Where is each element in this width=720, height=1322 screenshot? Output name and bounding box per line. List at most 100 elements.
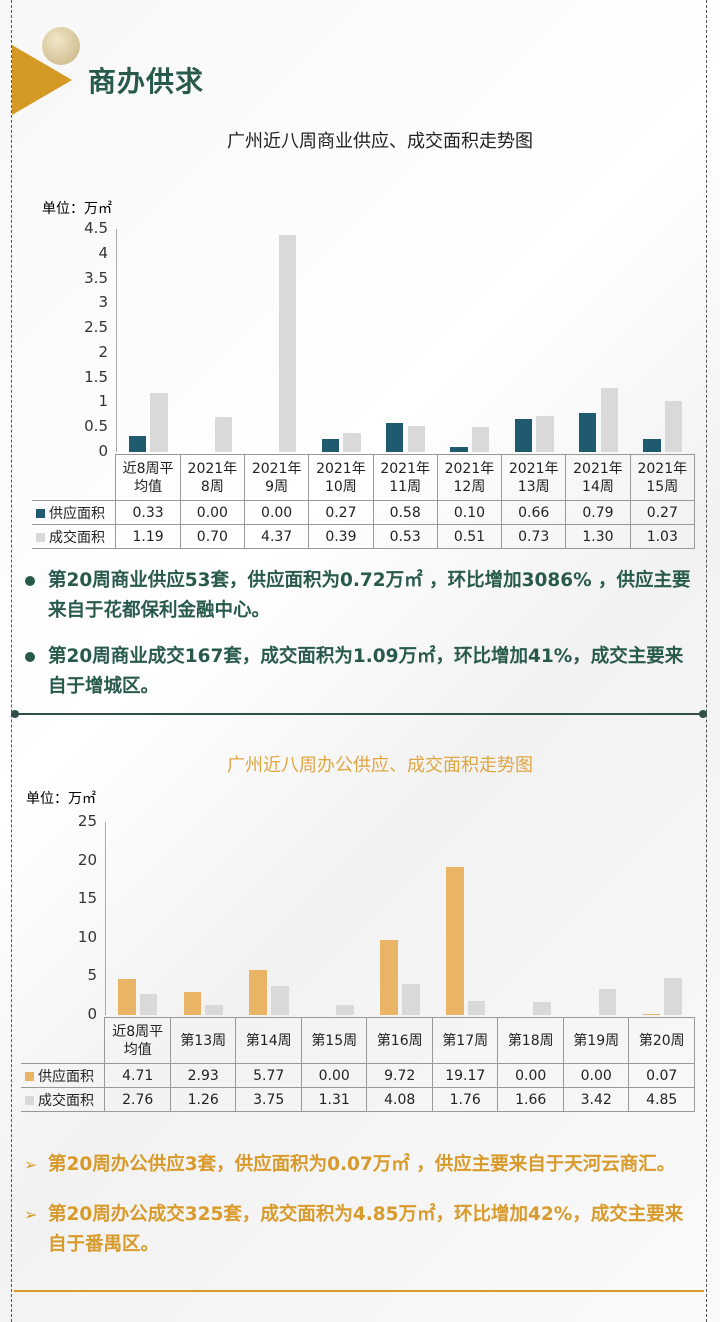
bar-deal	[467, 1001, 486, 1015]
bar-deal	[205, 1005, 224, 1015]
bar-supply	[643, 438, 661, 452]
y-tick-label: 3	[98, 293, 108, 312]
bar-deal	[407, 425, 425, 452]
series-name: 成交面积	[38, 1092, 94, 1109]
x-tick-line: 均值	[123, 1041, 152, 1058]
x-tick-label: 第13周	[169, 1017, 237, 1064]
office-note-1: ➢ 第20周办公供应3套，供应面积为0.07万㎡ ，供应主要来自于天河云商汇。	[0, 1150, 700, 1180]
chart2-title: 广州近八周办公供应、成交面积走势图	[227, 755, 533, 776]
data-label: 0.10	[436, 500, 503, 525]
chart1-unit: 单位：万㎡	[42, 201, 112, 217]
data-label: 0.00	[243, 500, 310, 525]
data-label: 2.76	[104, 1087, 171, 1112]
data-label: 4.85	[628, 1087, 695, 1112]
note-text: 第20周商业成交167套，成交面积为1.09万㎡，环比增加41%，成交主要来自于…	[48, 646, 684, 697]
x-tick-line: 2021年	[573, 460, 623, 477]
page-frame	[11, 0, 707, 1322]
data-label: 1.03	[629, 524, 696, 549]
data-label: 0.58	[372, 500, 438, 525]
x-tick-label: 第14周	[235, 1017, 302, 1064]
bar-deal	[278, 235, 297, 452]
note-text: 第20周办公成交325套，成交面积为4.85万㎡，环比增加42%，成交主要来自于…	[48, 1204, 684, 1255]
legend-entry: 成交面积	[21, 1087, 106, 1112]
bar-deal	[402, 983, 420, 1015]
office-note-2: ➢ 第20周办公成交325套，成交面积为4.85万㎡，环比增加42%，成交主要来自…	[0, 1200, 700, 1260]
bar-deal	[533, 1002, 551, 1015]
bar-supply	[249, 970, 267, 1015]
bar-deal	[536, 415, 554, 452]
x-tick-line: 2021年	[637, 460, 688, 477]
x-tick-line: 第14周	[245, 1032, 292, 1049]
x-tick-line: 第20周	[638, 1032, 685, 1049]
y-tick-label: 15	[77, 889, 97, 908]
x-tick-line: 第18周	[507, 1032, 554, 1049]
legend-entry: 成交面积	[32, 524, 117, 549]
bar-deal	[664, 977, 682, 1015]
data-label: 2.93	[169, 1063, 237, 1088]
x-tick-label: 第17周	[431, 1017, 499, 1064]
commercial-note-1: 第20周商业供应53套，供应面积为0.72万㎡ ，环比增加3086% ，供应主要…	[0, 566, 700, 626]
bar-supply	[386, 423, 404, 452]
bullet-dot-icon	[25, 652, 35, 662]
y-tick-label: 2	[98, 342, 108, 361]
data-label: 0.00	[179, 500, 246, 525]
arrow-bullet-icon: ➢	[24, 1205, 38, 1224]
x-tick-line: 第19周	[573, 1032, 620, 1049]
series-name: 供应面积	[49, 505, 105, 522]
data-label: 0.73	[501, 524, 567, 549]
series-name: 成交面积	[49, 529, 105, 546]
x-tick-label: 第15周	[300, 1017, 368, 1064]
x-tick-line: 11周	[389, 478, 422, 495]
x-tick-label: 2021年 8周	[179, 454, 246, 501]
table-corner	[21, 1018, 105, 1064]
x-tick-label: 2021年 14周	[565, 454, 631, 501]
data-label: 1.19	[115, 524, 181, 549]
series-name: 供应面积	[38, 1068, 94, 1085]
legend-entry: 供应面积	[32, 500, 117, 525]
data-label: 19.17	[431, 1063, 499, 1088]
legend-swatch-icon	[36, 508, 45, 518]
x-tick-line: 第13周	[180, 1032, 227, 1049]
decor-triangle-icon	[12, 45, 72, 115]
data-label: 0.66	[501, 500, 567, 525]
x-tick-label: 第16周	[366, 1017, 433, 1064]
x-tick-label: 2021年 12周	[436, 454, 503, 501]
x-tick-line: 2021年	[316, 460, 366, 477]
section-title: 商办供求	[88, 65, 205, 98]
commercial-note-2: 第20周商业成交167套，成交面积为1.09万㎡，环比增加41%，成交主要来自于…	[0, 642, 700, 702]
data-label: 0.00	[562, 1063, 630, 1088]
x-tick-label: 2021年 15周	[629, 454, 696, 501]
x-tick-label: 第19周	[562, 1017, 630, 1064]
data-label: 9.72	[366, 1063, 433, 1088]
data-table: 近8周平 均值 第13周 第14周 第15周 第16周 第17周 第18周 第19周 第20周 供应…	[21, 1017, 695, 1112]
data-label: 0.33	[115, 500, 181, 525]
x-tick-label: 第20周	[628, 1017, 695, 1064]
bar-deal	[471, 426, 490, 452]
x-tick-label: 2021年 11周	[372, 454, 438, 501]
y-tick-label: 1	[98, 392, 108, 411]
data-label: 0.00	[300, 1063, 368, 1088]
x-tick-label: 近8周平 均值	[115, 454, 181, 501]
x-tick-line: 近8周平	[122, 460, 174, 477]
note-text: 第20周办公供应3套，供应面积为0.07万㎡ ，供应主要来自于天河云商汇。	[48, 1154, 676, 1175]
legend-entry: 供应面积	[21, 1063, 106, 1088]
y-tick-label: 10	[77, 927, 97, 946]
data-label: 1.31	[300, 1087, 368, 1112]
x-tick-line: 10周	[324, 478, 357, 495]
x-tick-label: 2021年 10周	[308, 454, 374, 501]
data-label: 0.79	[565, 500, 631, 525]
bar-deal	[270, 986, 289, 1015]
x-tick-label: 2021年 13周	[501, 454, 567, 501]
y-tick-label: 25	[77, 812, 97, 830]
x-tick-line: 9周	[265, 478, 289, 495]
data-label: 0.53	[372, 524, 438, 549]
note-text: 第20周商业供应53套，供应面积为0.72万㎡ ，环比增加3086% ，供应主要…	[48, 570, 691, 621]
data-table: 近8周平 均值 2021年 8周 2021年 9周 2021年 10周 2021年 11周 2021…	[32, 454, 696, 549]
data-label: 0.27	[308, 500, 374, 525]
legend-swatch-icon	[25, 1071, 34, 1081]
bar-deal	[600, 387, 618, 452]
x-tick-line: 12周	[453, 478, 486, 495]
bullet-dot-icon	[25, 576, 35, 586]
bar-deal	[664, 400, 683, 452]
data-label: 1.76	[431, 1087, 499, 1112]
